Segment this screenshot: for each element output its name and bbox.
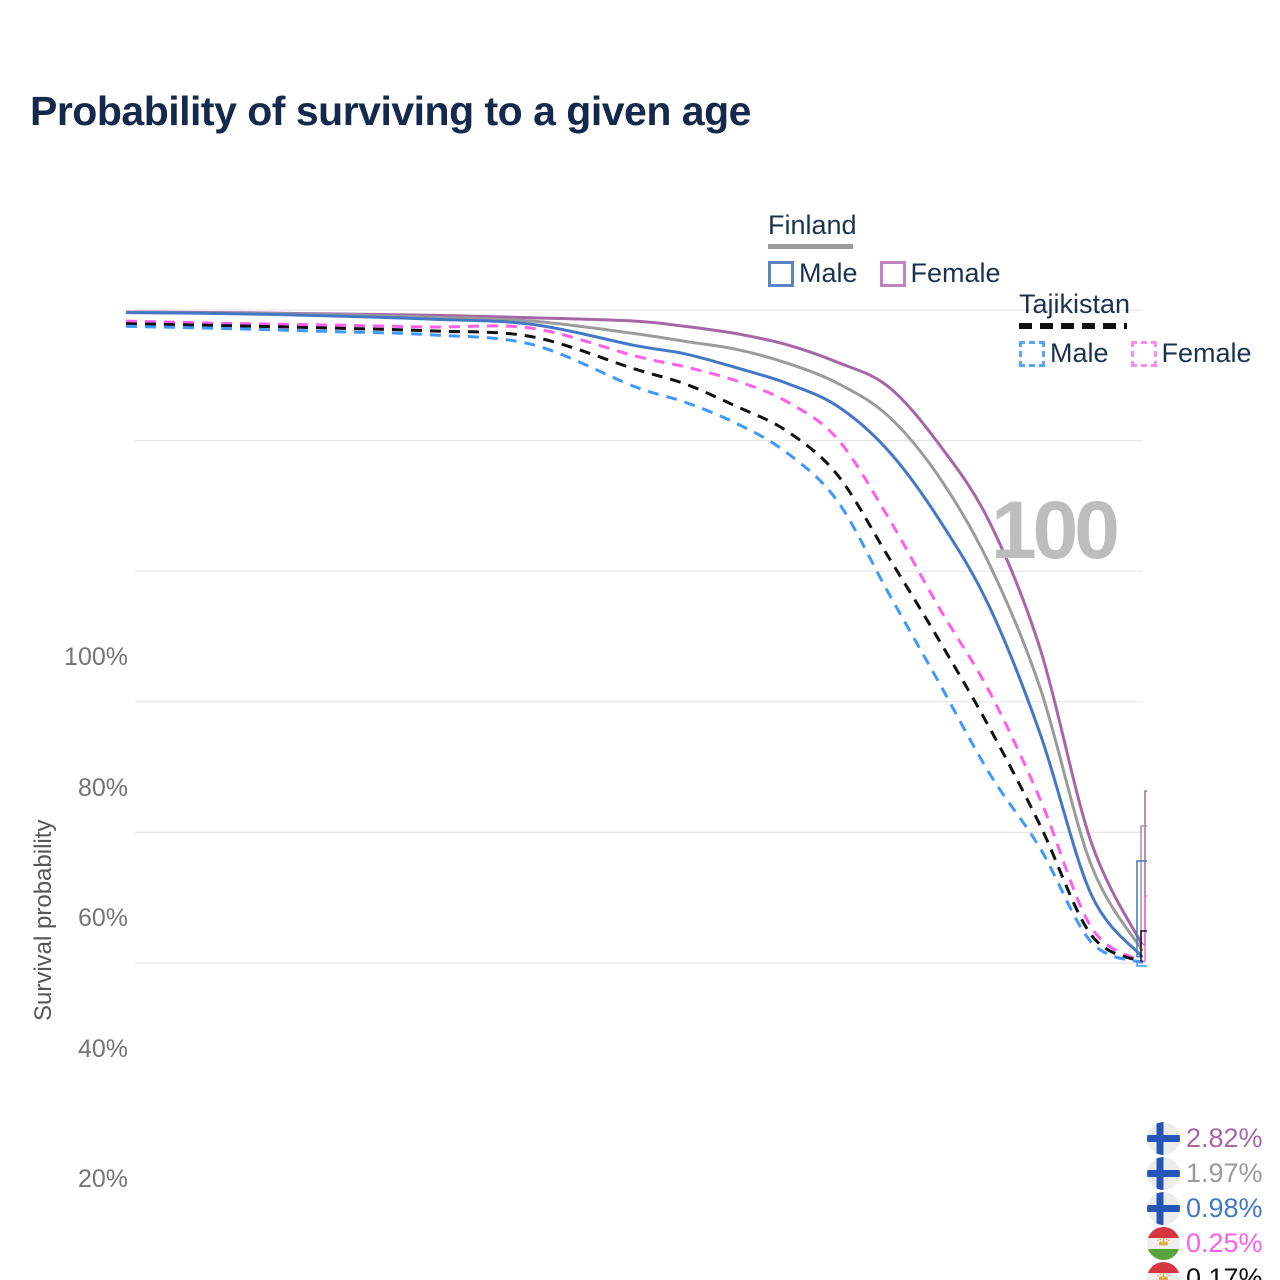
legend-label: Male	[799, 258, 858, 288]
finland-flag-icon	[1147, 1156, 1180, 1190]
end-value: 2.82%	[1186, 1122, 1263, 1153]
legend-group-finland: Finland Male Female	[768, 210, 1280, 289]
legend-item-tajikistan-male[interactable]: Male	[1019, 338, 1109, 369]
legend-country-finland: Finland	[768, 210, 857, 240]
finland-line-sample	[768, 244, 853, 249]
legend-label: Female	[910, 258, 1001, 288]
end-label-row-tajikistan-female: 0.25%	[1147, 1226, 1263, 1260]
y-tick-label: 60%	[77, 904, 128, 933]
series-line-finland-male	[125, 311, 1144, 958]
finland-flag-icon	[1147, 1121, 1180, 1155]
tajikistan-line-sample	[1019, 323, 1127, 329]
legend-label: Male	[1050, 338, 1109, 368]
legend-label: Female	[1161, 338, 1252, 368]
end-label-connector	[1140, 825, 1147, 951]
age-watermark: 100	[991, 485, 1120, 576]
page-title: Probability of surviving to a given age	[30, 88, 751, 134]
series-line-finland-both-sexes	[125, 310, 1144, 951]
end-value: 1.97%	[1186, 1157, 1263, 1188]
legend-item-tajikistan-female[interactable]: Female	[1130, 338, 1252, 369]
y-tick-label: 100%	[64, 643, 128, 671]
end-label-connector	[1136, 860, 1147, 958]
finland-male-swatch[interactable]	[768, 260, 794, 287]
end-label-connector	[1136, 961, 1147, 967]
series-line-tajikistan-both-sexes	[125, 322, 1143, 964]
tajikistan-female-swatch[interactable]	[1130, 340, 1157, 367]
tajikistan-male-swatch[interactable]	[1019, 340, 1045, 367]
legend-group-tajikistan: Tajikistan Male Female	[1019, 289, 1280, 369]
series-line-finland-female	[125, 310, 1144, 946]
end-label-row-finland-male: 0.98%	[1147, 1191, 1263, 1225]
end-label-connector	[1143, 895, 1147, 963]
finland-female-swatch[interactable]	[879, 260, 906, 287]
end-value: 0.17%	[1186, 1262, 1263, 1280]
end-label-row-finland-both-sexes: 1.97%	[1147, 1156, 1263, 1190]
series-line-tajikistan-female	[125, 319, 1143, 963]
y-tick-label: 20%	[77, 1165, 128, 1194]
end-value: 0.98%	[1186, 1192, 1263, 1223]
end-label-row-tajikistan-both-sexes: 0.17%	[1147, 1261, 1263, 1280]
legend-item-finland-female[interactable]: Female	[879, 258, 1001, 289]
y-tick-label: 80%	[77, 773, 128, 802]
series-line-tajikistan-male	[125, 324, 1143, 964]
legend-item-finland-male[interactable]: Male	[768, 258, 858, 289]
tajikistan-flag-icon	[1147, 1226, 1180, 1260]
end-label-row-finland-female: 2.82%	[1147, 1121, 1263, 1155]
end-label-connector	[1143, 790, 1147, 946]
y-axis-title: Survival probability	[30, 819, 57, 1021]
y-tick-label: 40%	[77, 1034, 128, 1063]
finland-flag-icon	[1147, 1191, 1180, 1225]
tajikistan-flag-icon	[1147, 1261, 1180, 1280]
end-value: 0.25%	[1186, 1227, 1263, 1258]
legend-country-tajikistan: Tajikistan	[1019, 289, 1131, 319]
